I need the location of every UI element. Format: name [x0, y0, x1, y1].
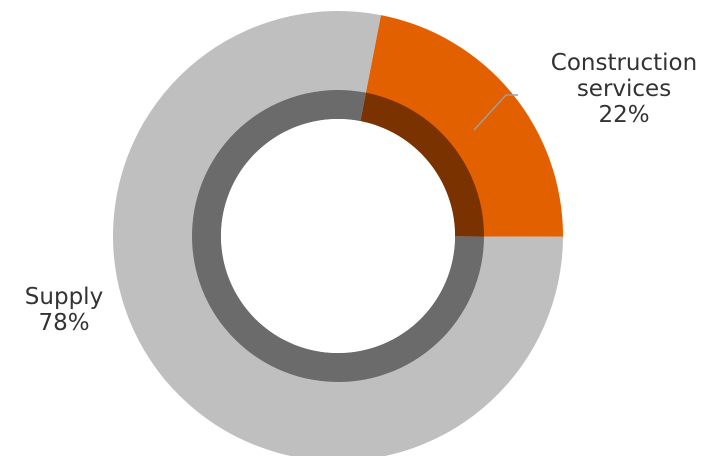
data-label-supply: Supply 78%: [6, 284, 122, 336]
data-label-construction-line1: Construction: [550, 50, 698, 76]
data-label-supply-name: Supply: [24, 284, 104, 310]
donut-hole: [221, 119, 455, 353]
outer-ring: [113, 11, 563, 456]
data-label-construction-line2: services: [576, 76, 672, 102]
data-label-supply-value: 78%: [38, 310, 90, 336]
outer-slice-construction-services: [365, 15, 563, 237]
outer-slice-supply: [113, 11, 563, 456]
data-label-construction-services: Construction services 22%: [528, 50, 720, 128]
inner-ring: [192, 90, 484, 382]
inner-slice-construction-services: [360, 92, 484, 237]
data-label-construction-value: 22%: [598, 102, 650, 128]
leader-line-construction-services: [473, 94, 507, 131]
